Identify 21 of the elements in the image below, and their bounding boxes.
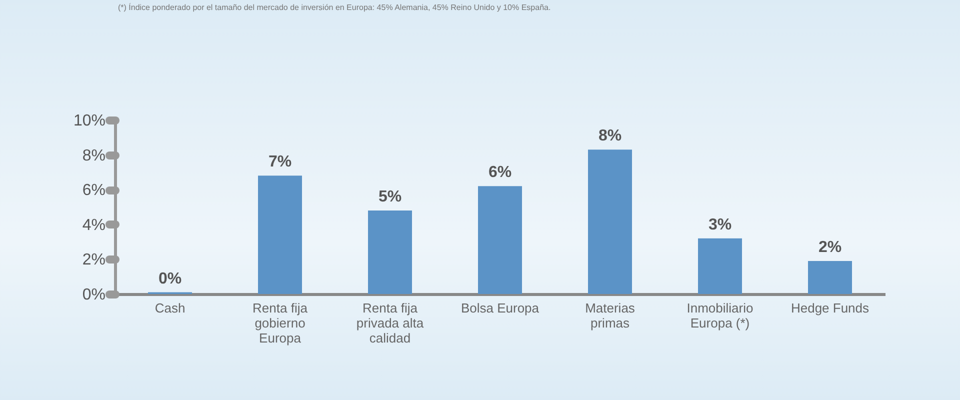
data-label: 2% <box>818 238 842 256</box>
data-label: 8% <box>598 128 622 145</box>
data-label: 0% <box>158 270 182 288</box>
data-label: 7% <box>268 154 292 171</box>
data-label: 3% <box>708 216 732 234</box>
data-label: 5% <box>378 188 402 206</box>
x-tick-label: Renta fija gobierno Europa <box>252 300 308 346</box>
y-tick-label: 4% <box>82 216 106 234</box>
y-tick-label: 8% <box>82 147 106 164</box>
x-tick-label: Bolsa Europa <box>460 300 540 316</box>
x-tick-label: Materias primas <box>585 300 636 330</box>
x-tick-label: Cash <box>154 300 186 316</box>
x-tick-label: Inmobiliario Europa (*) <box>686 300 754 330</box>
data-label: 6% <box>488 164 512 182</box>
y-tick-label: 2% <box>82 252 106 269</box>
y-tick-label: 6% <box>82 182 106 200</box>
x-tick-label: Hedge Funds <box>790 300 870 316</box>
y-tick-label: 0% <box>82 286 106 304</box>
y-tick-label: 10% <box>73 112 106 130</box>
x-tick-label: Renta fija privada alta calidad <box>356 300 424 346</box>
text: (*) Índice ponderado por el tamaño del mercado de inversión en Europa: 45% Alemania, 45% Reino Unido y 10% España. <box>118 3 551 12</box>
